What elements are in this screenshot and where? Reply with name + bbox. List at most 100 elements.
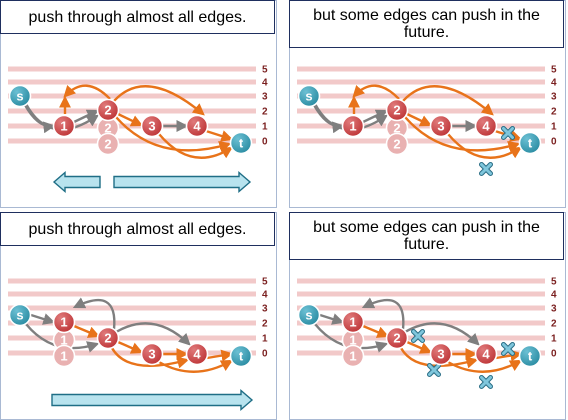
edge-arrow xyxy=(404,116,521,153)
level-label: 1 xyxy=(551,334,557,345)
edge-arrow xyxy=(319,313,345,325)
level-label: 3 xyxy=(551,304,557,315)
node-circle xyxy=(518,344,542,368)
node-1: 1 xyxy=(341,310,365,334)
edge-arrow xyxy=(63,84,111,100)
node-circle xyxy=(429,114,453,138)
edge-arrow xyxy=(205,129,234,142)
node-circle xyxy=(297,84,321,108)
panel-title: but some edges can push in the future. xyxy=(289,212,564,260)
level-label: 4 xyxy=(262,290,268,301)
edge-arrow xyxy=(362,324,390,338)
node-3: 3 xyxy=(429,342,453,366)
node-label: 2 xyxy=(104,136,111,151)
level-stripe xyxy=(297,278,545,284)
level-label: 1 xyxy=(262,334,268,345)
level-stripe xyxy=(8,320,256,326)
node-circle xyxy=(52,114,76,138)
node-2: 2 xyxy=(96,326,120,350)
sink-node: t xyxy=(518,131,542,155)
node-label: 4 xyxy=(482,346,490,361)
level-label: 2 xyxy=(262,319,268,330)
node-label: 3 xyxy=(437,346,444,361)
ghost-node: 2 xyxy=(385,132,409,156)
level-stripe xyxy=(297,108,545,114)
level-label: 1 xyxy=(262,122,268,133)
edge-arrow xyxy=(361,297,405,330)
level-stripe xyxy=(8,291,256,297)
level-stripe xyxy=(297,93,545,99)
edge-arrow xyxy=(72,297,116,330)
source-node: s xyxy=(297,84,321,108)
level-stripe xyxy=(297,320,545,326)
edge-arrow xyxy=(117,340,144,354)
node-label: 2 xyxy=(393,120,400,135)
edge-arrow xyxy=(115,322,191,346)
node-label: 1 xyxy=(349,348,356,363)
push-direction-right-arrow xyxy=(113,170,252,194)
push-direction-left-arrow xyxy=(52,170,101,194)
blocked-edge-icon xyxy=(479,375,493,389)
node-label: 2 xyxy=(104,120,111,135)
sink-node: t xyxy=(229,131,253,155)
node-circle xyxy=(474,342,498,366)
edge-arrow xyxy=(362,109,389,124)
level-label: 5 xyxy=(262,65,268,76)
node-label: 3 xyxy=(437,118,444,133)
source-node: s xyxy=(297,303,321,327)
level-label: 5 xyxy=(551,277,557,288)
ghost-node: 1 xyxy=(341,344,365,368)
edge-arrow xyxy=(117,112,144,127)
node-circle xyxy=(52,344,76,368)
source-node: s xyxy=(8,84,32,108)
node-2: 2 xyxy=(385,326,409,350)
node-circle xyxy=(52,310,76,334)
level-stripe xyxy=(297,138,545,144)
edge-arrow xyxy=(158,133,234,159)
level-stripe xyxy=(8,79,256,85)
node-label: 1 xyxy=(60,348,67,363)
sink-node: t xyxy=(518,344,542,368)
level-stripe xyxy=(297,305,545,311)
node-label: 1 xyxy=(349,314,356,329)
node-circle xyxy=(385,98,409,122)
node-label: s xyxy=(305,88,312,103)
edge-arrow xyxy=(352,84,400,100)
edge-arrow xyxy=(113,85,205,116)
edge-arrow xyxy=(73,109,100,124)
node-label: t xyxy=(528,348,533,363)
node-circle xyxy=(96,326,120,350)
node-circle xyxy=(140,342,164,366)
node-label: 3 xyxy=(148,118,155,133)
node-circle xyxy=(8,84,32,108)
edge-arrow xyxy=(402,85,494,116)
node-label: s xyxy=(305,307,312,322)
edge-arrow xyxy=(115,116,232,153)
level-label: 0 xyxy=(262,349,268,360)
panel-frame xyxy=(0,0,277,208)
level-label: 2 xyxy=(262,107,268,118)
node-label: 1 xyxy=(60,118,67,133)
node-label: 2 xyxy=(393,330,400,345)
node-label: 3 xyxy=(148,346,155,361)
node-circle xyxy=(297,303,321,327)
node-label: 2 xyxy=(104,330,111,345)
node-3: 3 xyxy=(140,114,164,138)
node-4: 4 xyxy=(185,114,209,138)
node-circle xyxy=(185,114,209,138)
level-stripe xyxy=(297,291,545,297)
edge-arrow xyxy=(206,349,234,362)
node-3: 3 xyxy=(429,114,453,138)
level-stripe xyxy=(8,138,256,144)
blocked-edge-icon xyxy=(427,363,441,377)
node-circle xyxy=(229,131,253,155)
node-label: 1 xyxy=(60,314,67,329)
node-1: 1 xyxy=(341,114,365,138)
node-label: t xyxy=(239,348,244,363)
node-label: 2 xyxy=(393,136,400,151)
level-label: 5 xyxy=(262,277,268,288)
